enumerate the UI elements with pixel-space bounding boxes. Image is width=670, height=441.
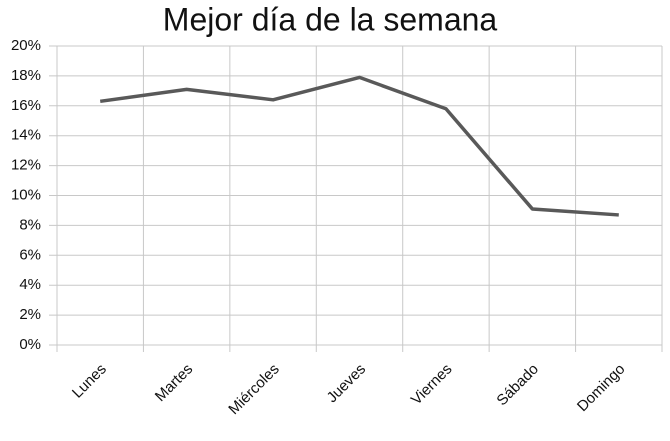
y-tick-label: 2%: [19, 306, 41, 323]
y-tick-label: 14%: [11, 127, 41, 144]
y-tick-label: 18%: [11, 67, 41, 84]
x-tick-label: Lunes: [69, 361, 110, 402]
y-tick-label: 4%: [19, 276, 41, 293]
x-tick-label: Viernes: [408, 361, 456, 409]
y-tick-label: 20%: [11, 37, 41, 54]
chart-title: Mejor día de la semana: [163, 1, 498, 37]
y-tick-label: 6%: [19, 246, 41, 263]
x-tick-label: Martes: [152, 361, 196, 405]
x-tick-label: Domingo: [574, 361, 628, 415]
y-tick-label: 8%: [19, 216, 41, 233]
x-tick-label: Jueves: [324, 361, 370, 407]
line: [99, 75, 619, 217]
y-tick-label: 16%: [11, 97, 41, 114]
x-tick-label: Sábado: [493, 361, 542, 410]
x-tick-label: Miércoles: [225, 361, 282, 418]
y-tick-label: 10%: [11, 186, 41, 203]
y-tick-label: 12%: [11, 157, 41, 174]
y-tick-label: 0%: [19, 336, 41, 353]
